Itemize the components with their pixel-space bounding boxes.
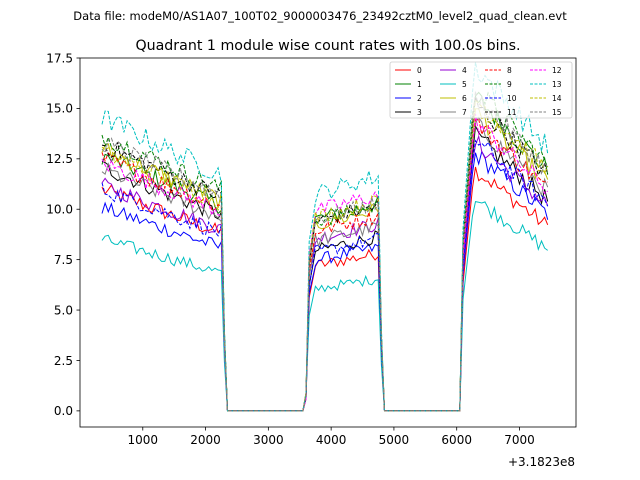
series-line-8 — [101, 118, 548, 412]
series-line-12 — [101, 113, 549, 412]
series-line-2 — [101, 150, 549, 412]
x-tick-label: 2000 — [190, 433, 221, 447]
y-tick-label: 17.5 — [46, 51, 73, 65]
series-line-3 — [101, 124, 549, 412]
y-tick-label: 2.5 — [54, 354, 73, 368]
x-tick-label: 6000 — [441, 433, 472, 447]
series-line-14 — [101, 99, 549, 412]
y-tick-label: 7.5 — [54, 253, 73, 267]
legend-label-0: 0 — [417, 66, 422, 75]
x-tick-label: 7000 — [504, 433, 535, 447]
legend-label-3: 3 — [417, 108, 422, 117]
legend-label-6: 6 — [462, 94, 467, 103]
plot-frame — [79, 57, 577, 428]
legend-label-5: 5 — [462, 80, 467, 89]
y-tick-label: 0.0 — [54, 404, 73, 418]
legend-label-15: 15 — [552, 108, 562, 117]
y-tick-label: 5.0 — [54, 303, 73, 317]
legend-label-1: 1 — [417, 80, 422, 89]
legend-label-13: 13 — [552, 80, 562, 89]
y-tick-label: 12.5 — [46, 152, 73, 166]
legend-label-8: 8 — [507, 66, 512, 75]
series-line-0 — [101, 166, 549, 412]
legend-label-4: 4 — [462, 66, 467, 75]
x-tick-label: 3000 — [253, 433, 284, 447]
chart-title: Quadrant 1 module wise count rates with … — [135, 38, 520, 54]
legend-label-2: 2 — [417, 94, 422, 103]
legend-label-10: 10 — [507, 94, 517, 103]
legend-label-14: 14 — [552, 94, 562, 103]
series-line-15 — [101, 91, 549, 412]
series-line-10 — [101, 139, 549, 412]
legend-label-9: 9 — [507, 80, 512, 89]
y-tick-label: 10.0 — [46, 203, 73, 217]
legend-label-12: 12 — [552, 66, 562, 75]
axes-layer: 1000 2000 3000 4000 5000 6000 7000 0.0 2.5 5.0 7.5… — [46, 51, 577, 447]
x-tick-label: 1000 — [128, 433, 159, 447]
x-offset-label: +3.1823e8 — [508, 455, 575, 469]
legend-label-7: 7 — [462, 108, 467, 117]
series-line-11 — [101, 96, 549, 412]
y-tick-label: 15.0 — [46, 102, 73, 116]
figure-suptitle: Data file: modeM0/AS1A07_100T02_90000034… — [73, 9, 567, 23]
series-line-5 — [101, 201, 548, 412]
series-line-9 — [101, 91, 549, 412]
x-tick-label: 4000 — [316, 433, 347, 447]
x-tick-label: 5000 — [379, 433, 410, 447]
series-layer — [101, 62, 549, 412]
legend-box — [389, 61, 573, 119]
legend-label-11: 11 — [507, 108, 517, 117]
series-line-4 — [101, 134, 549, 412]
